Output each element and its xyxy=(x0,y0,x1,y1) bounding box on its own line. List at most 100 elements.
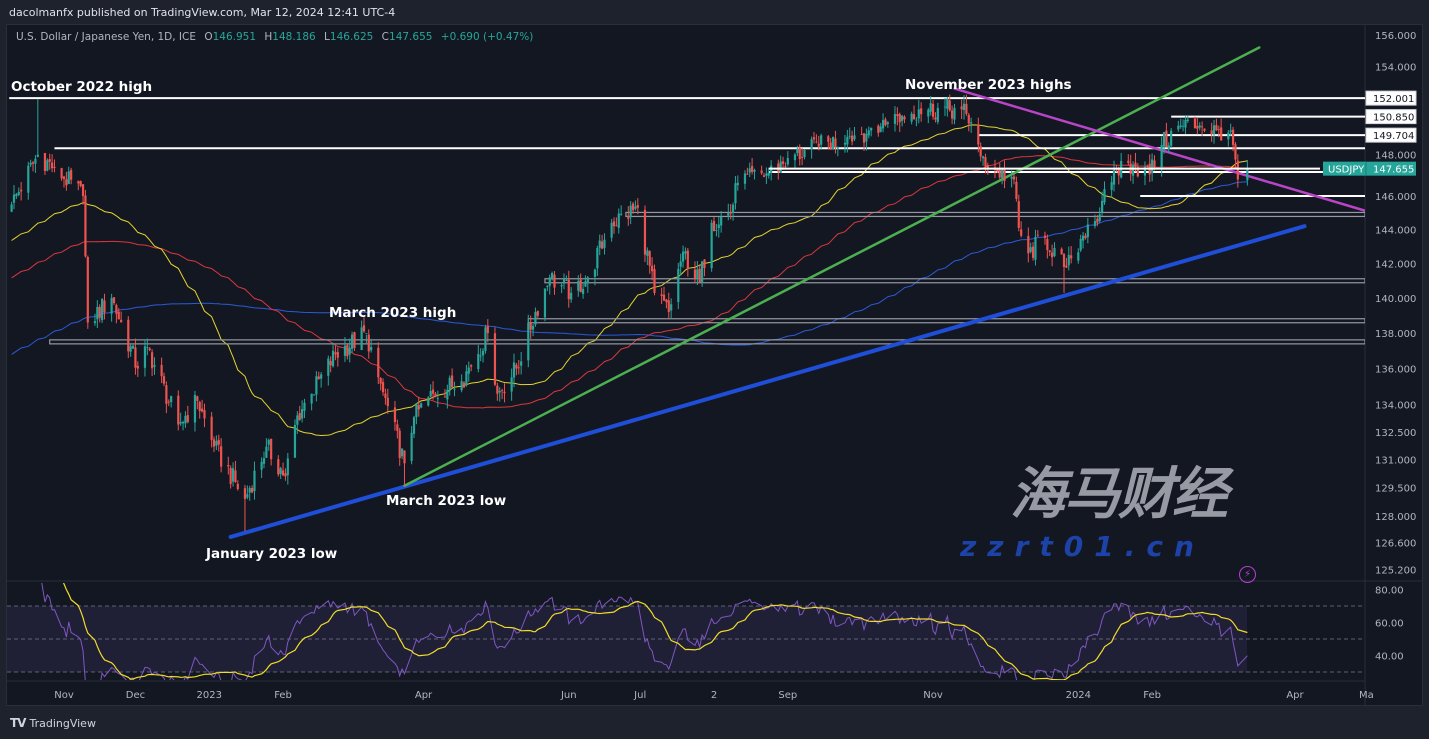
close-label: C xyxy=(381,31,390,43)
candle xyxy=(677,262,680,310)
tradingview-footer[interactable]: TV TradingView xyxy=(10,716,96,730)
candle xyxy=(684,247,687,260)
candle xyxy=(420,402,423,409)
candle xyxy=(634,200,637,211)
candle xyxy=(1184,116,1187,134)
candle xyxy=(429,384,432,398)
support-zone-line[interactable] xyxy=(527,318,1365,324)
candle xyxy=(1212,119,1216,144)
candle xyxy=(470,364,473,372)
rsi-ma-line[interactable] xyxy=(12,557,1248,680)
support-zone-line[interactable] xyxy=(544,278,1365,284)
candle xyxy=(43,152,47,175)
candle xyxy=(920,102,923,122)
candle xyxy=(167,399,170,407)
candle xyxy=(586,276,589,293)
candle xyxy=(896,107,899,126)
candle xyxy=(160,357,163,384)
candle xyxy=(548,274,551,295)
candle xyxy=(327,355,330,386)
candle xyxy=(860,126,863,136)
x-tick-label: Jul xyxy=(633,690,646,701)
x-tick-label: Apr xyxy=(1286,690,1304,701)
candle xyxy=(593,268,597,286)
candle xyxy=(651,257,654,281)
close-value: 147.655 xyxy=(389,31,433,43)
candle xyxy=(784,162,787,168)
candle xyxy=(543,288,547,322)
candle xyxy=(93,313,97,326)
y-tick-label: 148.000 xyxy=(1375,151,1416,162)
candle xyxy=(434,391,437,398)
candle xyxy=(698,264,701,284)
candle xyxy=(127,316,130,359)
candle xyxy=(317,371,320,380)
candle xyxy=(484,324,487,354)
tradingview-logo-icon: TV xyxy=(10,716,27,730)
candle xyxy=(177,390,180,431)
candle xyxy=(529,315,532,339)
level-price-text: 149.704 xyxy=(1373,131,1414,142)
support-zone-line[interactable] xyxy=(625,211,1365,218)
candle xyxy=(1165,122,1168,148)
candle xyxy=(296,411,299,434)
candle xyxy=(648,250,651,274)
candle xyxy=(1101,191,1104,216)
lightning-icon[interactable]: ⚡ xyxy=(1239,566,1256,583)
instrument-name: U.S. Dollar / Japanese Yen, 1D, ICE xyxy=(16,31,196,43)
candle xyxy=(970,117,973,133)
candle xyxy=(653,264,656,296)
candle xyxy=(393,401,397,431)
candle xyxy=(48,153,51,170)
candle xyxy=(817,135,820,151)
candle xyxy=(117,308,120,320)
candle xyxy=(136,361,139,377)
candle xyxy=(560,282,563,294)
ma-red-line[interactable] xyxy=(11,155,1248,409)
candle xyxy=(862,133,866,151)
y-tick-label: 136.000 xyxy=(1375,365,1416,376)
candle xyxy=(743,170,747,190)
candle xyxy=(1120,152,1123,179)
candle xyxy=(1179,118,1182,129)
candle xyxy=(515,362,518,376)
y-tick-label: 156.000 xyxy=(1375,31,1416,42)
candle xyxy=(1234,141,1237,169)
rsi-line[interactable] xyxy=(12,557,1248,696)
candle xyxy=(701,260,704,287)
candle xyxy=(581,282,585,299)
candle xyxy=(984,153,987,174)
candle xyxy=(479,348,482,362)
trendline[interactable] xyxy=(403,46,1261,487)
candle xyxy=(836,146,839,157)
candle xyxy=(448,375,451,396)
y-tick-label: 126.600 xyxy=(1375,539,1416,550)
ma-blue-line[interactable] xyxy=(11,181,1248,355)
candle xyxy=(210,412,213,448)
x-tick-label: 2024 xyxy=(1066,690,1091,701)
candle xyxy=(184,411,187,428)
support-zone-line[interactable] xyxy=(49,339,1365,345)
candle xyxy=(1051,244,1054,267)
trendline[interactable] xyxy=(228,224,1307,539)
candle xyxy=(734,175,737,210)
ma-yellow-line[interactable] xyxy=(11,124,1248,437)
candle xyxy=(1065,257,1068,268)
chart-frame[interactable] xyxy=(6,24,1423,706)
candle xyxy=(1046,234,1049,259)
candle xyxy=(1236,154,1239,188)
trendline[interactable] xyxy=(953,87,1428,230)
x-tick-label: 2 xyxy=(711,690,717,701)
candle xyxy=(1160,136,1163,177)
candle xyxy=(803,149,806,160)
candle xyxy=(193,390,197,432)
candle xyxy=(520,351,523,375)
candle xyxy=(367,329,370,359)
candle xyxy=(1043,231,1047,245)
candle xyxy=(1203,128,1206,133)
candle xyxy=(1084,233,1087,240)
candle xyxy=(165,381,168,414)
y-tick-label: 146.000 xyxy=(1375,192,1416,203)
candle xyxy=(250,485,254,494)
